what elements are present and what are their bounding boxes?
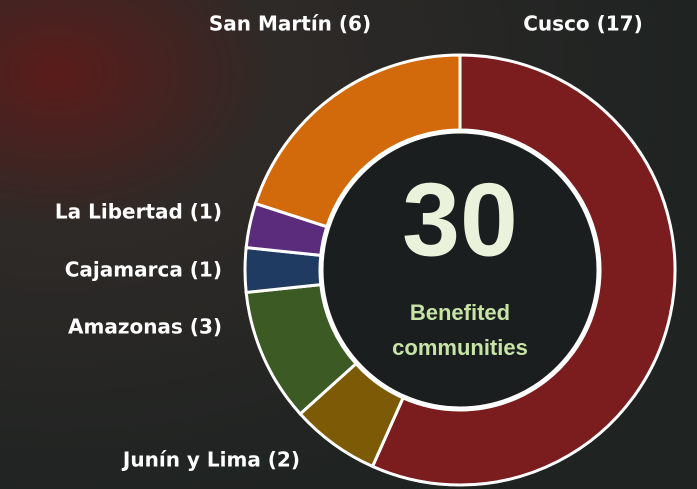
slice-label: San Martín (6) (209, 12, 371, 36)
center-total: 30 (402, 162, 518, 278)
center-caption: Benefited (410, 300, 510, 325)
chart: 30 Benefited communities Cusco (17) Junín… (0, 0, 697, 489)
slice-label: Cusco (17) (523, 12, 643, 36)
slice-label: Amazonas (3) (68, 315, 222, 339)
slice-label: Junín y Lima (2) (121, 448, 300, 472)
slice-label: La Libertad (1) (55, 200, 222, 224)
slice-label: Cajamarca (1) (65, 258, 222, 282)
center-caption: communities (392, 335, 528, 360)
page: 30 Benefited communities Cusco (17) Junín… (0, 0, 697, 489)
